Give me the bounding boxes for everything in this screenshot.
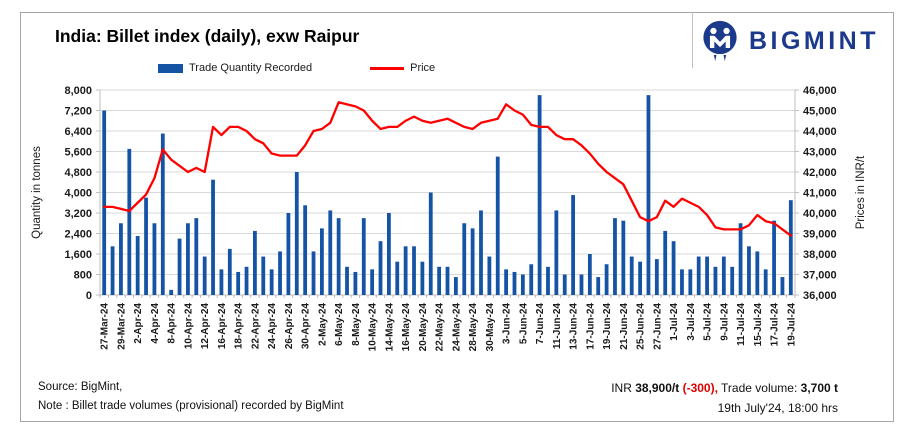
svg-text:5-Jul-24: 5-Jul-24 [703, 303, 714, 341]
svg-text:3,200: 3,200 [64, 208, 92, 220]
svg-text:13-Jun-24: 13-Jun-24 [569, 303, 580, 350]
svg-text:20-May-24: 20-May-24 [418, 303, 429, 352]
svg-text:24-Apr-24: 24-Apr-24 [267, 303, 278, 350]
svg-text:Prices in INR/t: Prices in INR/t [855, 155, 867, 229]
volume-note: Note : Billet trade volumes (provisional… [38, 400, 344, 412]
svg-text:3-Jun-24: 3-Jun-24 [502, 303, 513, 345]
svg-text:16-Apr-24: 16-Apr-24 [217, 303, 228, 350]
chart-frame-border [20, 12, 894, 422]
legend-bar-swatch [158, 63, 183, 73]
chart-legend: Trade Quantity Recorded Price [158, 62, 435, 74]
svg-text:37,000: 37,000 [803, 270, 837, 282]
svg-text:45,000: 45,000 [803, 106, 837, 118]
svg-text:38,000: 38,000 [803, 249, 837, 261]
price-change: (-300), [682, 381, 718, 395]
svg-text:0: 0 [86, 290, 92, 302]
svg-text:12-Apr-24: 12-Apr-24 [200, 303, 211, 350]
svg-text:19-Jun-24: 19-Jun-24 [602, 303, 613, 350]
latest-summary: INR 38,900/t (-300), Trade volume: 3,700… [611, 378, 838, 418]
svg-text:800: 800 [74, 270, 92, 282]
svg-text:44,000: 44,000 [803, 126, 837, 138]
svg-text:22-May-24: 22-May-24 [435, 303, 446, 352]
svg-text:6,400: 6,400 [64, 126, 92, 138]
svg-text:41,000: 41,000 [803, 188, 837, 200]
svg-text:1-Jul-24: 1-Jul-24 [669, 303, 680, 341]
svg-text:Quantity in tonnes: Quantity in tonnes [31, 146, 43, 239]
svg-text:8-May-24: 8-May-24 [351, 303, 362, 346]
svg-text:40,000: 40,000 [803, 208, 837, 220]
svg-text:5-Jun-24: 5-Jun-24 [518, 303, 529, 345]
bigmint-logo: BIGMINT [699, 18, 879, 64]
trade-volume-value: 3,700 t [800, 381, 838, 395]
legend-line-label: Price [410, 62, 436, 74]
svg-text:22-Apr-24: 22-Apr-24 [250, 303, 261, 350]
svg-text:9-Jul-24: 9-Jul-24 [719, 303, 730, 341]
price-prefix: INR [611, 381, 636, 395]
svg-text:11-Jun-24: 11-Jun-24 [552, 303, 563, 350]
footer-notes: Source: BigMint, Note : Billet trade vol… [38, 378, 344, 416]
svg-text:8-Apr-24: 8-Apr-24 [167, 303, 178, 344]
svg-text:2-Apr-24: 2-Apr-24 [133, 303, 144, 344]
svg-text:46,000: 46,000 [803, 85, 837, 97]
svg-text:30-May-24: 30-May-24 [485, 303, 496, 352]
svg-text:17-Jun-24: 17-Jun-24 [585, 303, 596, 350]
svg-text:7,200: 7,200 [64, 106, 92, 118]
svg-text:29-Mar-24: 29-Mar-24 [116, 303, 127, 350]
price-value: 38,900/t [635, 381, 680, 395]
bigmint-logo-icon [703, 20, 737, 62]
trade-volume-label: Trade volume: [717, 381, 801, 395]
svg-text:6-May-24: 6-May-24 [334, 303, 345, 346]
legend-item-quantity: Trade Quantity Recorded [158, 62, 312, 74]
svg-text:2-May-24: 2-May-24 [317, 303, 328, 346]
svg-text:16-May-24: 16-May-24 [401, 303, 412, 352]
timestamp: 19th July'24, 18:00 hrs [717, 401, 838, 415]
svg-text:28-May-24: 28-May-24 [468, 303, 479, 352]
svg-text:10-Apr-24: 10-Apr-24 [183, 303, 194, 350]
svg-text:5,600: 5,600 [64, 147, 92, 159]
svg-text:42,000: 42,000 [803, 167, 837, 179]
svg-text:17-Jul-24: 17-Jul-24 [770, 303, 781, 347]
legend-bar-label: Trade Quantity Recorded [189, 62, 313, 74]
svg-text:15-Jul-24: 15-Jul-24 [753, 303, 764, 347]
svg-text:27-Jun-24: 27-Jun-24 [652, 303, 663, 350]
svg-text:11-Jul-24: 11-Jul-24 [736, 303, 747, 346]
svg-text:21-Jun-24: 21-Jun-24 [619, 303, 630, 350]
legend-line-swatch [370, 66, 405, 70]
svg-text:4-Apr-24: 4-Apr-24 [150, 303, 161, 344]
svg-text:4,000: 4,000 [64, 188, 92, 200]
svg-text:4,800: 4,800 [64, 167, 92, 179]
svg-text:14-May-24: 14-May-24 [384, 303, 395, 352]
svg-text:27-Mar-24: 27-Mar-24 [100, 303, 111, 350]
legend-item-price: Price [370, 62, 435, 74]
svg-text:1,600: 1,600 [64, 249, 92, 261]
source-note: Source: BigMint, [38, 381, 123, 393]
svg-text:18-Apr-24: 18-Apr-24 [234, 303, 245, 350]
svg-text:2,400: 2,400 [64, 229, 92, 241]
svg-text:43,000: 43,000 [803, 147, 837, 159]
svg-text:39,000: 39,000 [803, 229, 837, 241]
chart-title: India: Billet index (daily), exw Raipur [55, 26, 360, 46]
svg-text:30-Apr-24: 30-Apr-24 [301, 303, 312, 350]
logo-divider [692, 12, 693, 68]
bigmint-logo-text: BIGMINT [748, 26, 879, 55]
svg-text:8,000: 8,000 [64, 85, 92, 97]
latest-price-line: INR 38,900/t (-300), Trade volume: 3,700… [611, 378, 838, 398]
svg-text:25-Jun-24: 25-Jun-24 [636, 303, 647, 350]
svg-text:26-Apr-24: 26-Apr-24 [284, 303, 295, 350]
svg-text:10-May-24: 10-May-24 [368, 303, 379, 352]
svg-text:19-Jul-24: 19-Jul-24 [786, 303, 797, 347]
svg-text:7-Jun-24: 7-Jun-24 [535, 303, 546, 345]
svg-text:36,000: 36,000 [803, 290, 837, 302]
svg-text:24-May-24: 24-May-24 [451, 303, 462, 352]
svg-text:3-Jul-24: 3-Jul-24 [686, 303, 697, 341]
